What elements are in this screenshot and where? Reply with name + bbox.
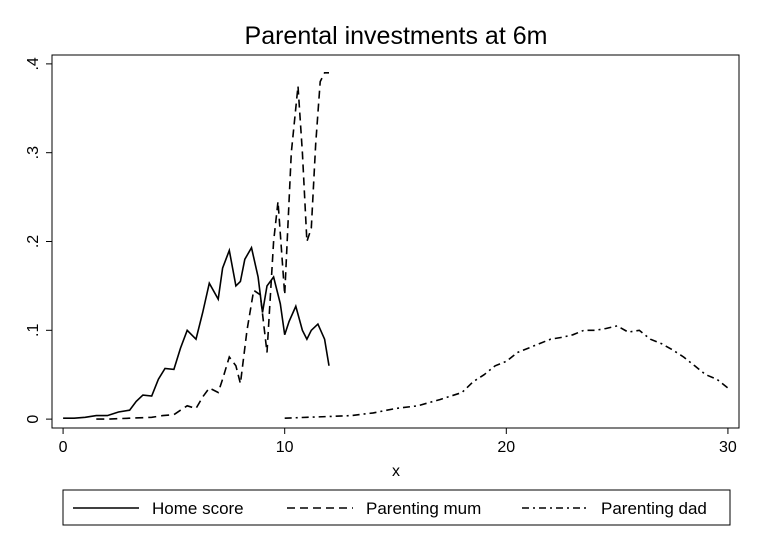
series-line-2 — [284, 325, 729, 419]
x-axis-label: x — [392, 463, 400, 480]
legend: Home score Parenting mum Parenting dad — [62, 489, 731, 526]
x-tick-label: 30 — [719, 439, 737, 456]
y-axis: 0 .1 .2 .3 .4 — [25, 57, 52, 424]
legend-box — [62, 489, 731, 526]
series-line-1 — [96, 72, 329, 420]
legend-label-2: Parenting dad — [601, 499, 707, 518]
legend-label-1: Parenting mum — [366, 499, 481, 518]
chart-title: Parental investments at 6m — [245, 22, 548, 50]
x-tick-label: 0 — [59, 439, 68, 456]
y-tick-label: .4 — [25, 57, 42, 70]
plot-frame — [51, 54, 740, 429]
y-tick-label: .2 — [25, 235, 42, 248]
legend-label-0: Home score — [152, 499, 244, 518]
x-tick-label: 20 — [497, 439, 515, 456]
x-axis: 0 10 20 30 — [59, 428, 737, 456]
y-tick-label: 0 — [25, 415, 42, 424]
x-tick-label: 10 — [276, 439, 294, 456]
series-line-0 — [63, 245, 330, 419]
y-tick-label: .3 — [25, 146, 42, 159]
y-tick-label: .1 — [25, 324, 42, 337]
series-layer — [63, 72, 729, 420]
